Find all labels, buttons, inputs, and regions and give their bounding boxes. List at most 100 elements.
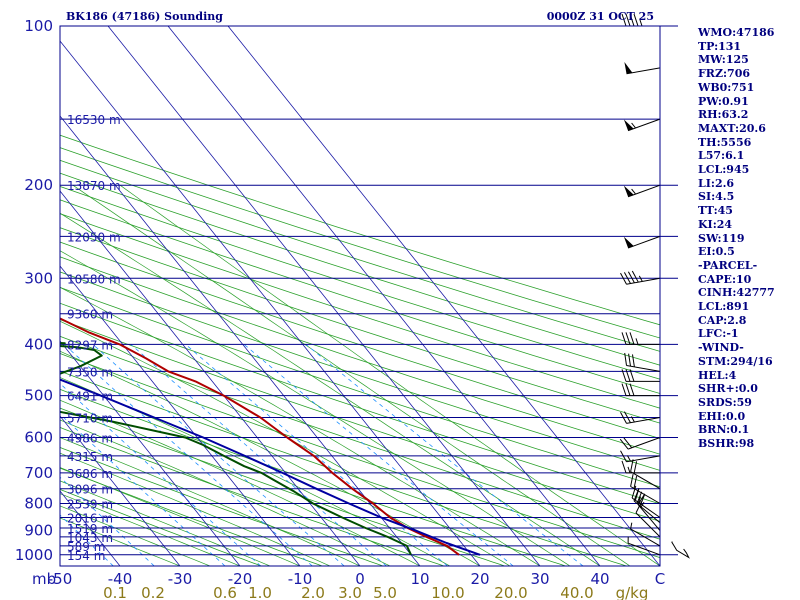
barb-feather: [634, 488, 640, 501]
wind-barb: [630, 474, 661, 504]
pressure-tick-label: 500: [24, 387, 53, 405]
moist-adiabat: [60, 467, 301, 566]
barb-staff: [626, 365, 661, 372]
wind-barb: [621, 460, 660, 474]
plot-frame: [59, 25, 661, 567]
moist-adiabat: [60, 212, 601, 566]
height-label: 6491 m: [67, 390, 113, 404]
barb-feather: [621, 369, 627, 382]
dry-adiabat: [60, 134, 660, 326]
mixing-ratio-label: 0.6: [213, 584, 237, 600]
height-label: 2539 m: [67, 498, 113, 512]
index-line: RH:63.2: [698, 108, 749, 122]
isotherm: [167, 26, 601, 566]
dry-adiabat: [60, 319, 660, 522]
index-line: MAXT:20.6: [698, 121, 766, 135]
height-label: 589 m: [67, 540, 105, 554]
index-line: SI:4.5: [698, 190, 735, 204]
height-label: 16530 m: [67, 113, 121, 127]
barb-half-feather: [631, 122, 636, 129]
index-line: TH:5556: [698, 135, 752, 149]
wind-barb: [624, 62, 661, 75]
barb-staff: [626, 277, 661, 285]
index-line: LCL:891: [698, 300, 750, 314]
pressure-tick-label: 100: [24, 17, 53, 35]
pressure-tick-label: 900: [24, 522, 53, 540]
hodograph-trace: [671, 541, 690, 559]
mixing-ratio-label: 5.0: [373, 584, 397, 600]
index-line: MW:125: [698, 53, 749, 67]
height-label: 1519 m: [67, 522, 113, 536]
pressure-tick-label: 400: [24, 335, 53, 353]
index-line: CINH:42777: [698, 286, 775, 300]
wind-barb: [621, 332, 660, 345]
height-label: 4315 m: [67, 450, 113, 464]
moist-adiabat: [119, 184, 660, 566]
dry-adiabat: [60, 159, 660, 352]
index-line: -PARCEL-: [698, 258, 758, 272]
barb-feather: [631, 270, 639, 283]
temperature-tick-label: 30: [530, 570, 549, 588]
barb-flag: [623, 185, 634, 197]
moist-adiabat: [60, 437, 361, 566]
dry-adiabat: [60, 271, 660, 471]
barb-feather: [623, 272, 631, 284]
height-label: 4986 m: [67, 432, 113, 446]
height-label: 8297 m: [67, 338, 113, 352]
mixing-ratio-line: [185, 344, 448, 566]
station-title: BK186 (47186) Sounding: [66, 10, 223, 23]
wind-barb: [620, 270, 661, 285]
mixing-ratio-label: 0.1: [103, 584, 127, 600]
index-line: -WIND-: [698, 341, 744, 355]
barb-feather: [633, 475, 638, 489]
barb-staff: [637, 504, 661, 531]
moist-adiabats: [60, 184, 660, 566]
barb-feather: [633, 13, 639, 27]
index-line: SW:119: [698, 231, 745, 245]
mixing-ratio-label: 2.0: [301, 584, 325, 600]
barb-flag: [623, 119, 634, 131]
barb-staff: [635, 512, 661, 538]
index-line: LCL:945: [698, 163, 750, 177]
pressure-tick-label: 300: [24, 269, 53, 287]
temperature-tick-label: 0: [355, 570, 365, 588]
temperature-tick-label: -10: [288, 570, 313, 588]
wind-barb: [623, 184, 661, 198]
temperature-tick-label: -40: [108, 570, 133, 588]
barb-feather: [625, 13, 631, 27]
barb-staff: [626, 455, 661, 463]
wind-barb: [621, 369, 660, 382]
barb-staff: [626, 417, 661, 424]
index-line: STM:294/16: [698, 354, 773, 368]
barb-feather: [629, 13, 635, 27]
dewpoint-line: [60, 341, 412, 556]
wind-barb: [631, 485, 661, 518]
barb-half-feather: [638, 496, 641, 503]
wind-barb: [627, 536, 661, 556]
barb-staff: [630, 528, 661, 547]
isotherm: [60, 340, 241, 566]
barb-half-feather: [630, 522, 633, 529]
wind-barbs: [619, 13, 661, 556]
mixing-ratio-label: 3.0: [338, 584, 362, 600]
barb-feather: [632, 354, 635, 367]
wind-barb: [619, 437, 661, 450]
temperature-tick-label: 10: [410, 570, 429, 588]
height-label: 13870 m: [67, 179, 121, 193]
barb-feather: [630, 474, 634, 487]
index-line: WB0:751: [698, 80, 755, 94]
wind-barb: [624, 352, 661, 372]
dry-adiabat: [60, 241, 660, 439]
barb-feather: [623, 437, 633, 449]
index-line: L57:6.1: [698, 149, 745, 163]
barb-flag: [624, 62, 633, 74]
index-line: CAPE:10: [698, 272, 752, 286]
barb-half-feather: [635, 338, 639, 345]
dry-adiabat: [60, 227, 660, 424]
wind-barb: [630, 459, 661, 490]
barb-feather: [620, 272, 627, 285]
barb-feather: [629, 369, 635, 382]
mixing-ratio-label: 20.0: [494, 584, 527, 600]
barb-staff: [631, 497, 661, 518]
index-line: TP:131: [698, 39, 742, 53]
